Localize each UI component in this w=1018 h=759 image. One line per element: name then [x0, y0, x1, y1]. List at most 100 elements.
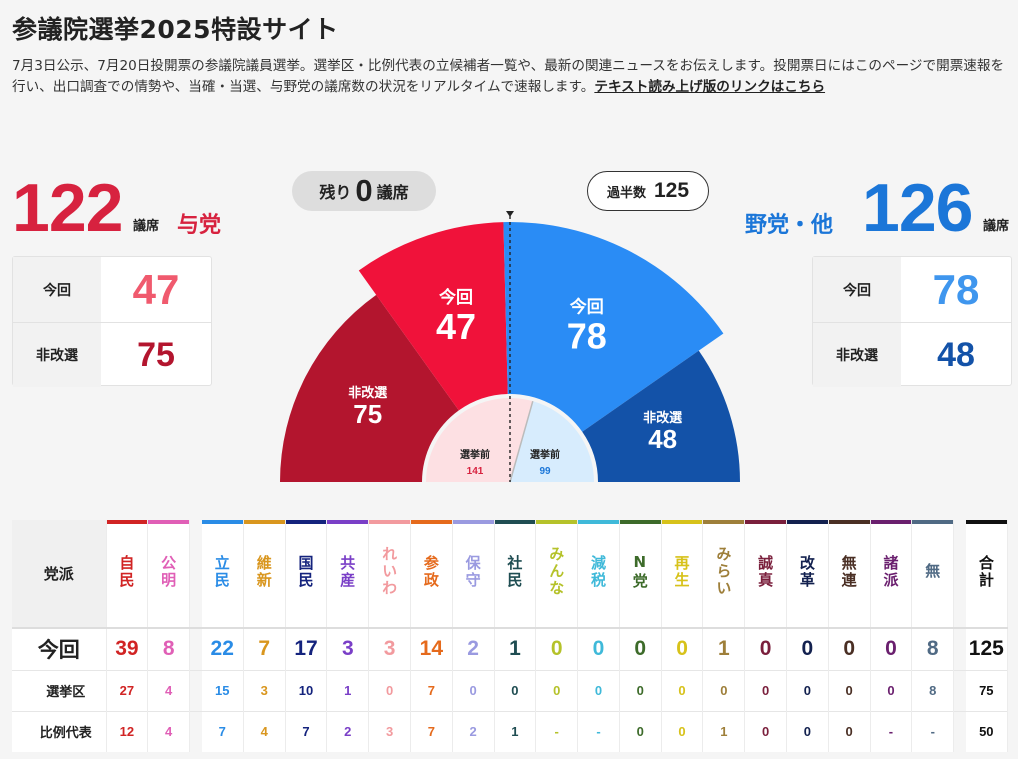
remaining-value: 0: [355, 173, 373, 208]
party-header-6[interactable]: 共産: [326, 520, 370, 628]
opposition-not-up-slice-value: 48: [648, 424, 677, 454]
party-color-bar: [787, 520, 828, 524]
seat-cell: 3: [326, 627, 370, 670]
party-header-17[interactable]: 改革: [786, 520, 829, 628]
seat-cell: 17: [285, 627, 328, 670]
party-name: みんな: [547, 546, 566, 597]
column-gap: [953, 627, 966, 670]
party-header-7[interactable]: れいわ: [368, 520, 411, 628]
seat-cell: 3: [368, 627, 411, 670]
seat-cell: 0: [870, 669, 913, 711]
seat-cell: 39: [106, 627, 149, 670]
party-name: 無: [923, 563, 942, 580]
column-gap: [189, 627, 202, 670]
party-header-12[interactable]: 減税: [577, 520, 620, 628]
ruling-label: 与党: [177, 213, 222, 238]
seat-cell: 0: [619, 710, 662, 752]
remaining-prefix: 残り: [319, 183, 352, 202]
party-header-10[interactable]: 社民: [494, 520, 537, 628]
seat-cell: -: [535, 710, 579, 752]
party-header-4[interactable]: 維新: [243, 520, 286, 628]
seat-cell: 3: [368, 710, 411, 752]
opposition-not-up-value: 48: [937, 335, 975, 374]
page-description: 7月3日公示、7月20日投開票の参議院議員選挙。選挙区・比例代表の立候補者一覧や…: [12, 56, 1008, 98]
before-opposition-value: 99: [539, 466, 551, 477]
party-header-22[interactable]: 合計: [965, 520, 1008, 628]
party-name: 自民: [117, 554, 136, 589]
column-gap: [189, 520, 202, 628]
seat-cell: 3: [243, 669, 286, 711]
seat-cell: 50: [965, 710, 1008, 752]
before-opposition-label: 選挙前: [530, 448, 560, 461]
seat-cell: 14: [410, 627, 453, 670]
party-color-bar: [243, 520, 285, 524]
seat-cell: 1: [702, 710, 746, 752]
before-ruling-label: 選挙前: [460, 448, 490, 461]
seat-cell: 7: [410, 710, 453, 752]
seat-cell: -: [870, 710, 913, 752]
party-header-11[interactable]: みんな: [535, 520, 579, 628]
seat-cell: 0: [702, 669, 746, 711]
majority-marker-icon: [506, 211, 514, 217]
seat-cell: 0: [828, 669, 871, 711]
ruling-not-up-value: 75: [137, 335, 175, 374]
party-header-15[interactable]: みらい: [702, 520, 746, 628]
party-name: みらい: [714, 546, 733, 597]
seat-cell: 15: [201, 669, 244, 711]
ruling-not-up-slice: [280, 294, 459, 482]
column-gap: [953, 520, 966, 628]
row-label: 比例代表: [12, 710, 107, 752]
majority-value: 125: [653, 179, 690, 202]
text-reader-link[interactable]: テキスト読み上げ版のリンクはこちら: [594, 79, 826, 95]
party-header-19[interactable]: 諸派: [870, 520, 913, 628]
party-color-bar: [965, 520, 1007, 524]
seat-cell: 0: [744, 627, 787, 670]
seat-cell: 0: [368, 669, 411, 711]
seat-cell: 4: [147, 710, 191, 752]
party-header-13[interactable]: N党: [619, 520, 662, 628]
party-name: 再生: [672, 554, 691, 589]
seat-cell: 8: [147, 627, 191, 670]
ruling-seats-unit: 議席: [133, 219, 160, 234]
party-header-9[interactable]: 保守: [452, 520, 495, 628]
majority-label: 過半数: [606, 185, 646, 201]
column-gap: [953, 669, 966, 711]
seat-cell: 1: [494, 627, 537, 670]
party-header-18[interactable]: 無連: [828, 520, 871, 628]
party-color-bar: [578, 520, 619, 524]
party-name: 立民: [212, 554, 231, 589]
party-header-3[interactable]: 立民: [201, 520, 244, 628]
seat-cell: 27: [106, 669, 149, 711]
party-color-bar: [106, 520, 148, 524]
seat-cell: 0: [786, 627, 829, 670]
party-header-16[interactable]: 誠真: [744, 520, 787, 628]
party-color-bar: [410, 520, 452, 524]
ruling-this-time-value: 47: [132, 265, 180, 313]
party-header-8[interactable]: 参政: [410, 520, 453, 628]
party-color-bar: [452, 520, 494, 524]
ruling-this-time-slice-label: 今回: [439, 287, 473, 308]
seat-cell: 4: [243, 710, 286, 752]
party-color-bar: [369, 520, 410, 524]
party-header-5[interactable]: 国民: [285, 520, 328, 628]
seat-cell: 0: [744, 710, 787, 752]
ruling-this-time-label: 今回: [13, 257, 101, 322]
party-header-0[interactable]: 自民: [106, 520, 149, 628]
party-header-1[interactable]: 公明: [147, 520, 191, 628]
party-name: 改革: [797, 554, 816, 589]
seat-cell: -: [577, 710, 620, 752]
seat-cell: 0: [577, 669, 620, 711]
page-title: 参議院選挙2025特設サイト: [12, 15, 339, 44]
seat-cell: 1: [494, 710, 537, 752]
opposition-not-up-label: 非改選: [813, 323, 901, 387]
party-name: 共産: [338, 554, 357, 589]
opposition-this-time-slice-label: 今回: [570, 296, 604, 317]
party-seat-table: 党派 自民 公明 立民 維新 国民 共産 れいわ 参政 保守 社民 みんな 減税 N党 再生 みらい 誠真 改革無…: [12, 520, 1008, 752]
party-header-20[interactable]: 無: [911, 520, 955, 628]
party-header-14[interactable]: 再生: [661, 520, 704, 628]
seat-cell: 7: [285, 710, 328, 752]
party-name: 参政: [421, 554, 440, 589]
party-name: 減税: [588, 554, 607, 589]
seat-cell: 2: [452, 710, 495, 752]
column-gap: [189, 669, 202, 711]
